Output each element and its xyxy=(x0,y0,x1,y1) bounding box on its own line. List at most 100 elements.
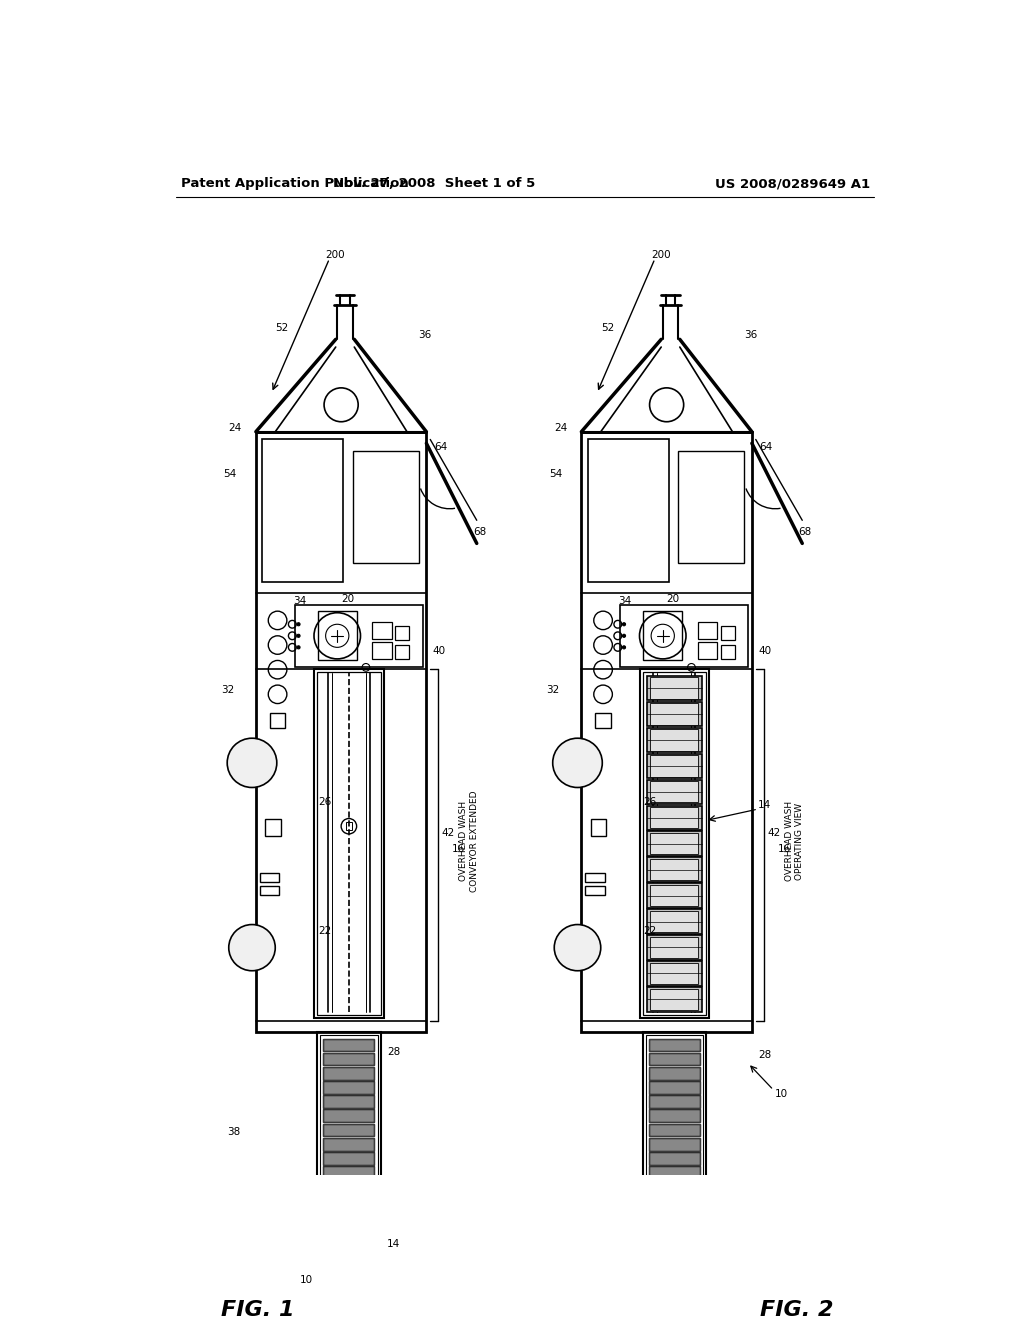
Bar xyxy=(649,1123,700,1137)
Bar xyxy=(697,642,717,659)
Bar xyxy=(324,1195,375,1208)
Bar xyxy=(324,1039,375,1051)
Bar xyxy=(650,755,698,776)
Bar xyxy=(649,1167,700,1179)
Circle shape xyxy=(554,924,601,970)
Bar xyxy=(324,1110,375,1122)
Bar xyxy=(324,1251,375,1265)
Text: 20: 20 xyxy=(341,594,354,603)
Text: 14: 14 xyxy=(387,1239,400,1249)
Bar xyxy=(649,1053,700,1065)
Circle shape xyxy=(623,645,626,649)
Circle shape xyxy=(227,738,276,788)
Circle shape xyxy=(297,623,300,626)
Bar xyxy=(260,873,280,882)
Bar xyxy=(649,1138,700,1151)
Bar xyxy=(650,937,698,958)
Text: 40: 40 xyxy=(432,647,445,656)
Text: OVERHEAD WASH
CONVEYOR EXTENDED: OVERHEAD WASH CONVEYOR EXTENDED xyxy=(460,791,478,892)
Bar xyxy=(649,1067,700,1080)
Bar xyxy=(324,1110,375,1122)
Bar xyxy=(643,1032,707,1271)
Text: OVERHEAD WASH
OPERATING VIEW: OVERHEAD WASH OPERATING VIEW xyxy=(784,801,804,880)
Text: 36: 36 xyxy=(419,330,432,341)
Text: 28: 28 xyxy=(758,1051,771,1060)
Bar xyxy=(395,626,410,640)
Circle shape xyxy=(297,635,300,638)
Bar xyxy=(324,1251,375,1265)
Bar xyxy=(256,432,426,1032)
Bar xyxy=(647,676,701,700)
Circle shape xyxy=(228,924,275,970)
Bar xyxy=(372,642,391,659)
Bar xyxy=(649,1237,700,1250)
Bar xyxy=(324,1209,375,1221)
Bar xyxy=(650,729,698,751)
Text: 28: 28 xyxy=(387,1047,400,1056)
Bar xyxy=(324,1081,375,1094)
Bar xyxy=(649,1152,700,1164)
Text: 22: 22 xyxy=(643,927,656,936)
Bar xyxy=(649,1081,700,1094)
Bar xyxy=(647,987,701,1011)
Bar xyxy=(324,1096,375,1107)
Bar xyxy=(649,1067,700,1080)
Bar xyxy=(643,611,682,660)
Bar xyxy=(649,1195,700,1208)
Bar xyxy=(650,911,698,932)
Bar xyxy=(697,622,717,639)
Bar xyxy=(647,936,701,960)
Bar xyxy=(324,1167,375,1179)
Bar xyxy=(647,727,701,752)
Bar xyxy=(649,1180,700,1193)
Bar xyxy=(647,858,701,882)
Bar xyxy=(649,1209,700,1221)
Text: 24: 24 xyxy=(554,422,567,433)
Text: 16: 16 xyxy=(777,843,791,854)
Text: 26: 26 xyxy=(317,797,331,807)
Bar xyxy=(260,886,280,895)
Bar xyxy=(586,873,604,882)
Bar xyxy=(640,669,710,1019)
Bar xyxy=(317,1032,381,1271)
Bar xyxy=(324,1167,375,1179)
Bar xyxy=(649,1039,700,1051)
Text: 68: 68 xyxy=(799,527,812,537)
Bar xyxy=(721,645,735,659)
Bar xyxy=(647,883,701,908)
Bar xyxy=(324,1237,375,1250)
Bar xyxy=(647,805,701,830)
Text: 32: 32 xyxy=(547,685,560,694)
Bar xyxy=(265,818,281,836)
Text: 26: 26 xyxy=(643,797,656,807)
Bar xyxy=(352,451,419,562)
Bar xyxy=(324,1096,375,1107)
Text: 10: 10 xyxy=(775,1089,788,1100)
Text: 16: 16 xyxy=(452,843,465,854)
Bar xyxy=(650,677,698,698)
Bar xyxy=(649,1251,700,1265)
Bar xyxy=(649,1039,700,1051)
Text: 54: 54 xyxy=(549,469,562,479)
Bar xyxy=(649,1167,700,1179)
Text: 20: 20 xyxy=(667,594,680,603)
Bar xyxy=(314,669,384,1019)
Bar xyxy=(649,1237,700,1250)
Text: 52: 52 xyxy=(601,323,614,333)
Bar xyxy=(646,1035,703,1269)
Text: 14: 14 xyxy=(758,800,771,810)
Bar xyxy=(324,1053,375,1065)
Bar xyxy=(324,1067,375,1080)
Bar xyxy=(650,884,698,907)
Bar xyxy=(678,451,744,562)
Bar xyxy=(324,1180,375,1193)
Bar xyxy=(324,1067,375,1080)
Bar xyxy=(324,1138,375,1151)
Text: 200: 200 xyxy=(651,249,671,260)
Bar xyxy=(649,1123,700,1137)
Text: 40: 40 xyxy=(758,647,771,656)
Bar xyxy=(647,780,701,804)
Circle shape xyxy=(623,623,626,626)
Bar xyxy=(649,1110,700,1122)
Bar xyxy=(649,1053,700,1065)
